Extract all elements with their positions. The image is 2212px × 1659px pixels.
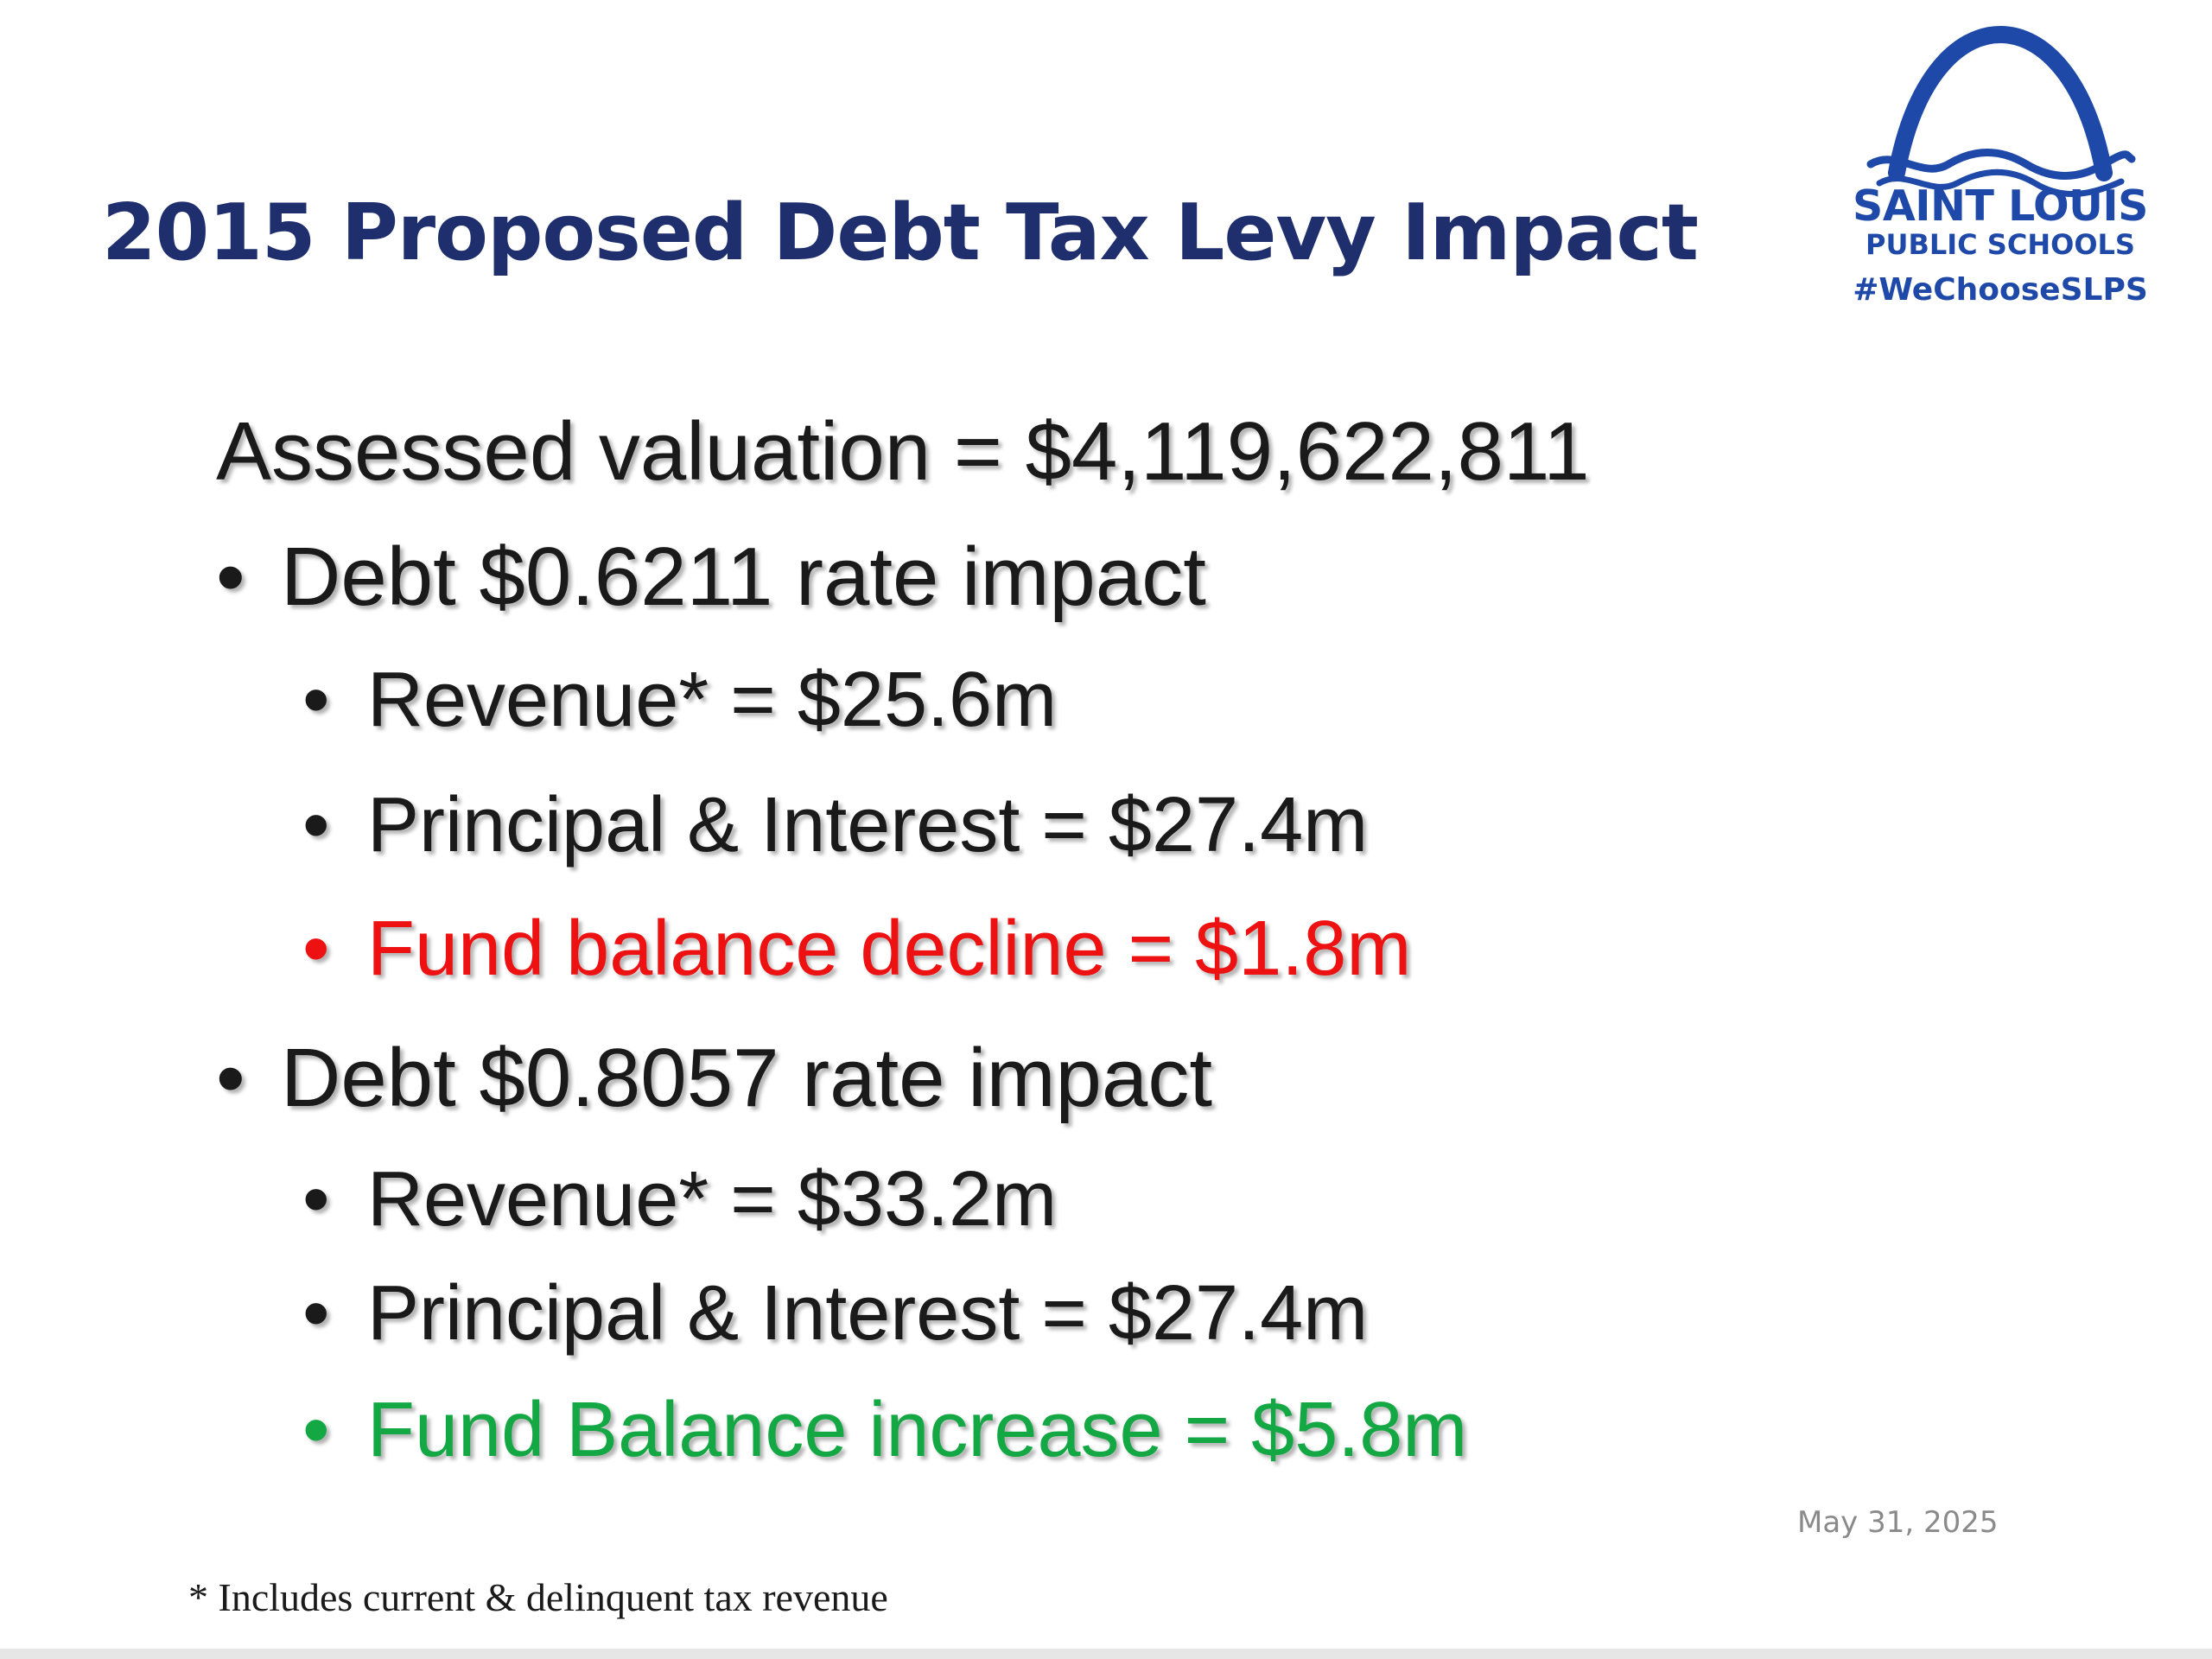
- bottom-divider: [0, 1649, 2212, 1659]
- bullet: •: [216, 1032, 245, 1124]
- list-item: • Principal & Interest = $27.4m: [302, 786, 1368, 864]
- slide-title: 2015 Proposed Debt Tax Levy Impact: [102, 188, 1699, 278]
- list-item-text: Fund Balance increase = $5.8m: [367, 1387, 1468, 1473]
- slide-date: May 31, 2025: [1797, 1505, 1999, 1540]
- section-heading-1: • Debt $0.6211 rate impact: [216, 536, 1206, 619]
- fund-balance-increase: • Fund Balance increase = $5.8m: [302, 1391, 1467, 1469]
- bullet: •: [302, 1387, 330, 1473]
- logo-line-saint-louis: SAINT LOUIS: [1853, 181, 2148, 231]
- footnote: * Includes current & delinquent tax reve…: [188, 1575, 888, 1619]
- bullet: •: [302, 782, 330, 868]
- list-item-text: Revenue* = $25.6m: [367, 657, 1058, 743]
- fund-balance-decline: • Fund balance decline = $1.8m: [302, 910, 1411, 988]
- section-heading-2: • Debt $0.8057 rate impact: [216, 1037, 1212, 1120]
- bullet: •: [216, 531, 245, 623]
- assessed-valuation: Assessed valuation = $4,119,622,811: [216, 405, 1590, 498]
- gateway-arch-icon: [1866, 25, 2136, 198]
- logo-hashtag: #WeChooseSLPS: [1853, 272, 2148, 308]
- list-item: • Revenue* = $25.6m: [302, 661, 1057, 739]
- list-item-text: Fund balance decline = $1.8m: [367, 906, 1412, 992]
- list-item: • Revenue* = $33.2m: [302, 1160, 1057, 1238]
- bullet: •: [302, 1156, 330, 1243]
- list-item-text: Revenue* = $33.2m: [367, 1156, 1058, 1243]
- logo-line-public-schools: PUBLIC SCHOOLS: [1866, 228, 2135, 261]
- list-item-text: Principal & Interest = $27.4m: [367, 782, 1369, 868]
- list-item-text: Principal & Interest = $27.4m: [367, 1270, 1369, 1357]
- slps-logo: SAINT LOUIS PUBLIC SCHOOLS #WeChooseSLPS: [1810, 19, 2190, 317]
- section-heading-2-text: Debt $0.8057 rate impact: [281, 1032, 1212, 1124]
- bullet: •: [302, 906, 330, 992]
- list-item: • Principal & Interest = $27.4m: [302, 1274, 1368, 1352]
- bullet: •: [302, 1270, 330, 1357]
- bullet: •: [302, 657, 330, 743]
- section-heading-1-text: Debt $0.6211 rate impact: [281, 531, 1206, 623]
